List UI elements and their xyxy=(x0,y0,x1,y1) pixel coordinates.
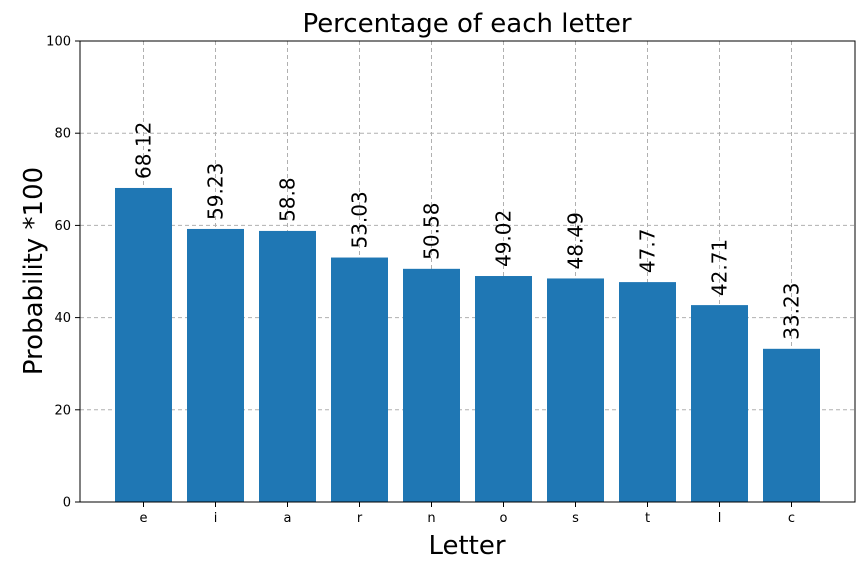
x-tick-label-i: i xyxy=(214,511,218,526)
x-tick-label-s: s xyxy=(572,511,579,526)
bar-r xyxy=(331,257,388,502)
x-tick-label-n: n xyxy=(427,511,435,526)
bar-l xyxy=(691,305,748,502)
y-tick-label: 80 xyxy=(54,127,71,142)
bar-o xyxy=(475,276,532,502)
bar-t xyxy=(619,282,676,502)
y-axis-label: Probability *100 xyxy=(19,167,49,375)
bar-s xyxy=(547,278,604,502)
x-tick-label-t: t xyxy=(645,511,650,526)
plot-frame xyxy=(79,40,856,503)
x-tick-label-o: o xyxy=(500,511,508,526)
x-tick-label-e: e xyxy=(140,511,148,526)
data-label-o: 49.02 xyxy=(492,210,516,267)
data-label-a: 58.8 xyxy=(276,177,300,222)
bar-i xyxy=(187,228,244,502)
data-label-n: 50.58 xyxy=(420,203,444,260)
bars xyxy=(115,187,820,502)
data-label-s: 48.49 xyxy=(564,212,588,269)
bar-e xyxy=(115,187,172,502)
y-tick-label: 20 xyxy=(54,403,71,418)
x-tick-label-l: l xyxy=(718,511,722,526)
y-tick-label: 100 xyxy=(46,35,71,50)
x-tick-label-c: c xyxy=(788,511,795,526)
data-label-t: 47.7 xyxy=(636,229,660,274)
y-tick-label: 40 xyxy=(54,311,71,326)
chart-title: Percentage of each letter xyxy=(302,9,631,39)
y-tick-label: 0 xyxy=(63,496,71,511)
y-tick-label: 60 xyxy=(54,219,71,234)
data-label-r: 53.03 xyxy=(348,191,372,248)
x-tick-label-a: a xyxy=(284,511,292,526)
y-axis-ticks: 0 20 40 60 80 100 xyxy=(46,35,80,511)
x-axis-label: Letter xyxy=(428,531,505,561)
data-label-l: 42.71 xyxy=(708,239,732,296)
data-label-i: 59.23 xyxy=(204,163,228,220)
data-labels: 68.12 59.23 58.8 53.03 50.58 49.02 48.49 47.7 42… xyxy=(132,122,804,340)
data-label-e: 68.12 xyxy=(132,122,156,179)
x-tick-label-r: r xyxy=(357,511,363,526)
bar-n xyxy=(403,268,460,502)
bar-a xyxy=(259,230,316,502)
bar-c xyxy=(763,348,820,502)
data-label-c: 33.23 xyxy=(780,283,804,340)
